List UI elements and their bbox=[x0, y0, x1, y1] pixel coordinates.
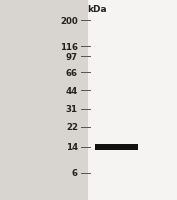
Text: 116: 116 bbox=[60, 43, 78, 51]
Text: 14: 14 bbox=[66, 143, 78, 151]
Text: 66: 66 bbox=[66, 69, 78, 77]
Text: 200: 200 bbox=[60, 17, 78, 25]
Text: 97: 97 bbox=[66, 53, 78, 61]
Text: 6: 6 bbox=[72, 169, 78, 177]
Text: 22: 22 bbox=[66, 123, 78, 131]
Bar bbox=[95, 144, 138, 150]
Text: 31: 31 bbox=[66, 105, 78, 113]
Text: 44: 44 bbox=[66, 87, 78, 95]
Bar bbox=[88, 0, 177, 200]
Text: kDa: kDa bbox=[88, 5, 107, 14]
